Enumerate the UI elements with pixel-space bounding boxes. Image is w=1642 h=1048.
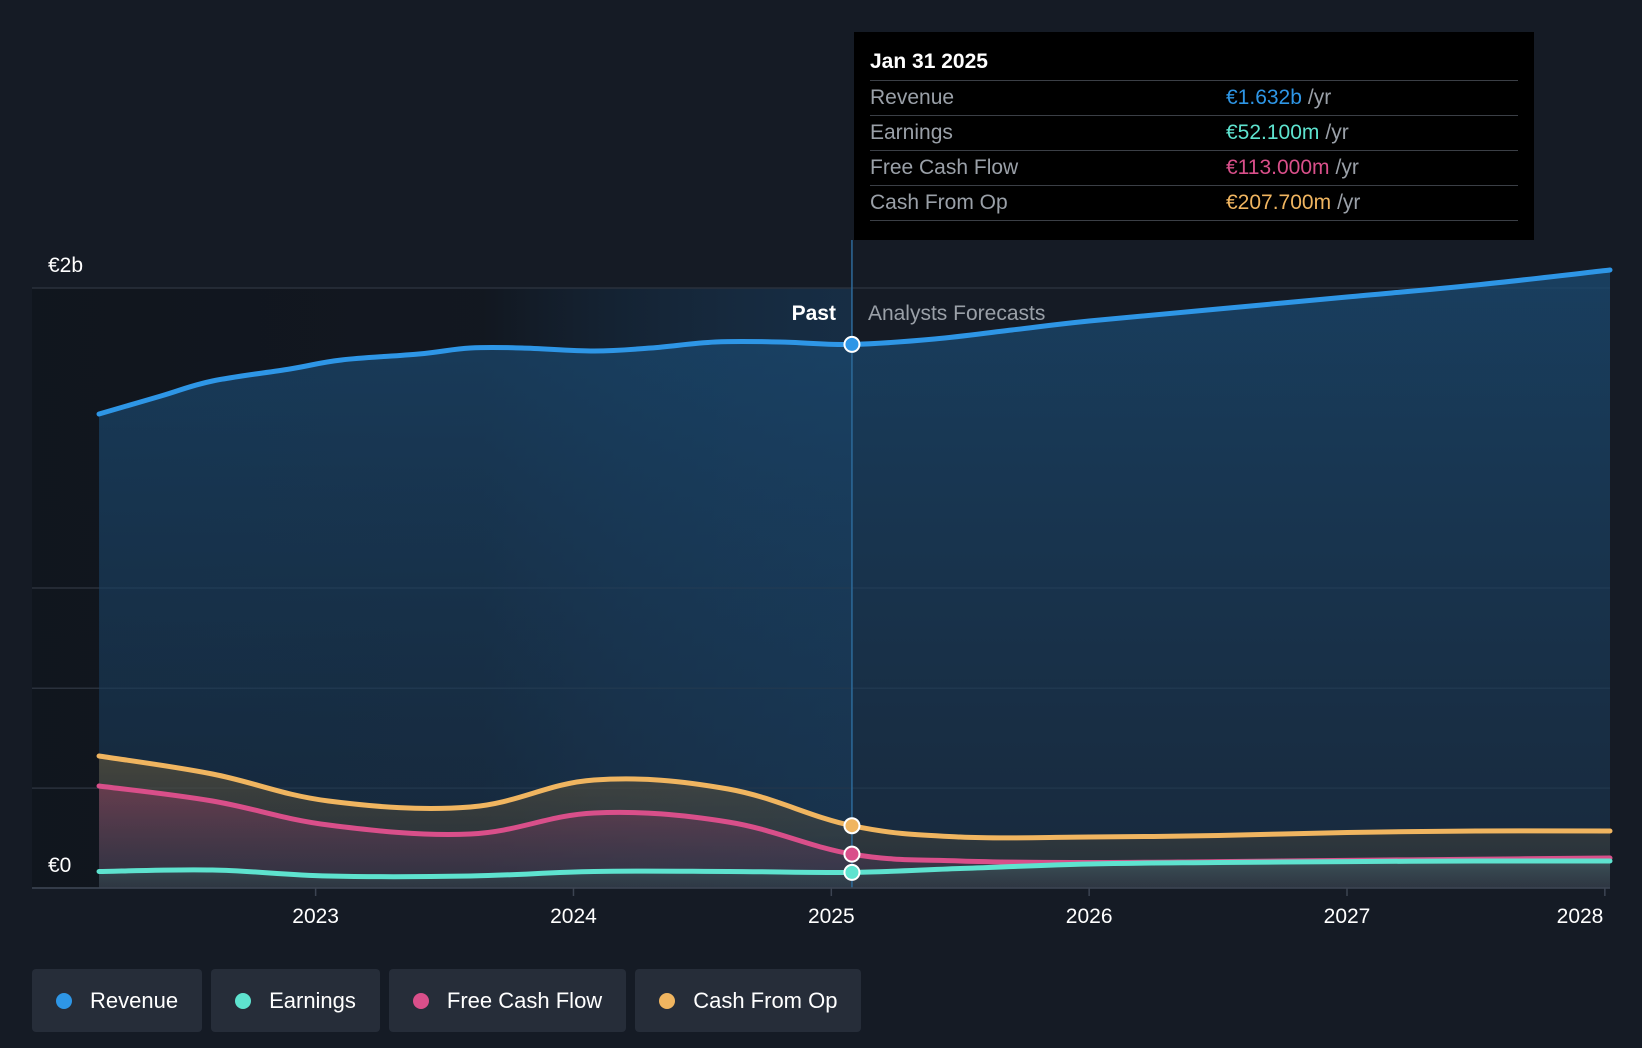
hover-tooltip: Jan 31 2025 Revenue €1.632b/yr Earnings … <box>854 32 1534 240</box>
x-tick-label: 2025 <box>808 905 855 928</box>
tooltip-label: Free Cash Flow <box>870 156 1019 179</box>
past-label: Past <box>792 302 836 325</box>
legend-dot-icon <box>659 992 676 1009</box>
tooltip-label: Earnings <box>870 121 953 144</box>
tooltip-value: €113.000m/yr <box>1226 156 1359 179</box>
tooltip-row-revenue: Revenue €1.632b/yr <box>870 81 1518 116</box>
cfo-marker <box>843 817 861 835</box>
x-tick-label: 2023 <box>292 905 339 928</box>
earnings-marker <box>843 863 861 881</box>
tooltip-value: €1.632b/yr <box>1226 86 1332 109</box>
fcf-marker <box>843 845 861 863</box>
tooltip-label: Cash From Op <box>870 191 1008 214</box>
tooltip-label: Revenue <box>870 86 955 109</box>
tooltip-row-earnings: Earnings €52.100m/yr <box>870 116 1518 151</box>
legend-dot-icon <box>235 992 252 1009</box>
tooltip-date: Jan 31 2025 <box>870 46 1518 81</box>
y-axis-labels: €2b €0 <box>48 254 83 877</box>
tooltip-value: €52.100m/yr <box>1226 121 1349 144</box>
hover-markers <box>843 335 861 881</box>
tooltip-row-free-cash-flow: Free Cash Flow €113.000m/yr <box>870 151 1518 186</box>
tooltip-row-cash-from-op: Cash From Op €207.700m/yr <box>870 186 1518 221</box>
tooltip-value: €207.700m/yr <box>1226 191 1361 214</box>
forecast-label: Analysts Forecasts <box>868 302 1045 325</box>
legend-item-revenue[interactable]: Revenue <box>32 969 203 1032</box>
legend-item-earnings[interactable]: Earnings <box>211 969 380 1032</box>
x-tick-label: 2024 <box>550 905 597 928</box>
legend-label: Cash From Op <box>693 987 838 1013</box>
legend-label: Earnings <box>269 987 356 1013</box>
x-tick-label: 2026 <box>1066 905 1113 928</box>
x-tick-label: 2028 <box>1557 905 1604 928</box>
y-tick-label: €2b <box>48 254 83 277</box>
x-axis-ticks: 2023 2024 2025 2026 2027 2028 <box>292 888 1606 928</box>
legend-label: Free Cash Flow <box>446 987 603 1013</box>
revenue-area <box>99 270 1611 888</box>
x-tick-label: 2027 <box>1324 905 1371 928</box>
legend-item-cash-from-op[interactable]: Cash From Op <box>635 969 862 1032</box>
revenue-marker <box>843 335 861 353</box>
legend-label: Revenue <box>90 987 179 1013</box>
chart-legend: Revenue Earnings Free Cash Flow Cash Fro… <box>32 969 862 1032</box>
y-tick-label: €0 <box>48 854 71 877</box>
revenue-line <box>96 267 1613 417</box>
legend-dot-icon <box>56 992 72 1009</box>
legend-item-free-cash-flow[interactable]: Free Cash Flow <box>388 969 627 1032</box>
legend-dot-icon <box>412 992 429 1009</box>
